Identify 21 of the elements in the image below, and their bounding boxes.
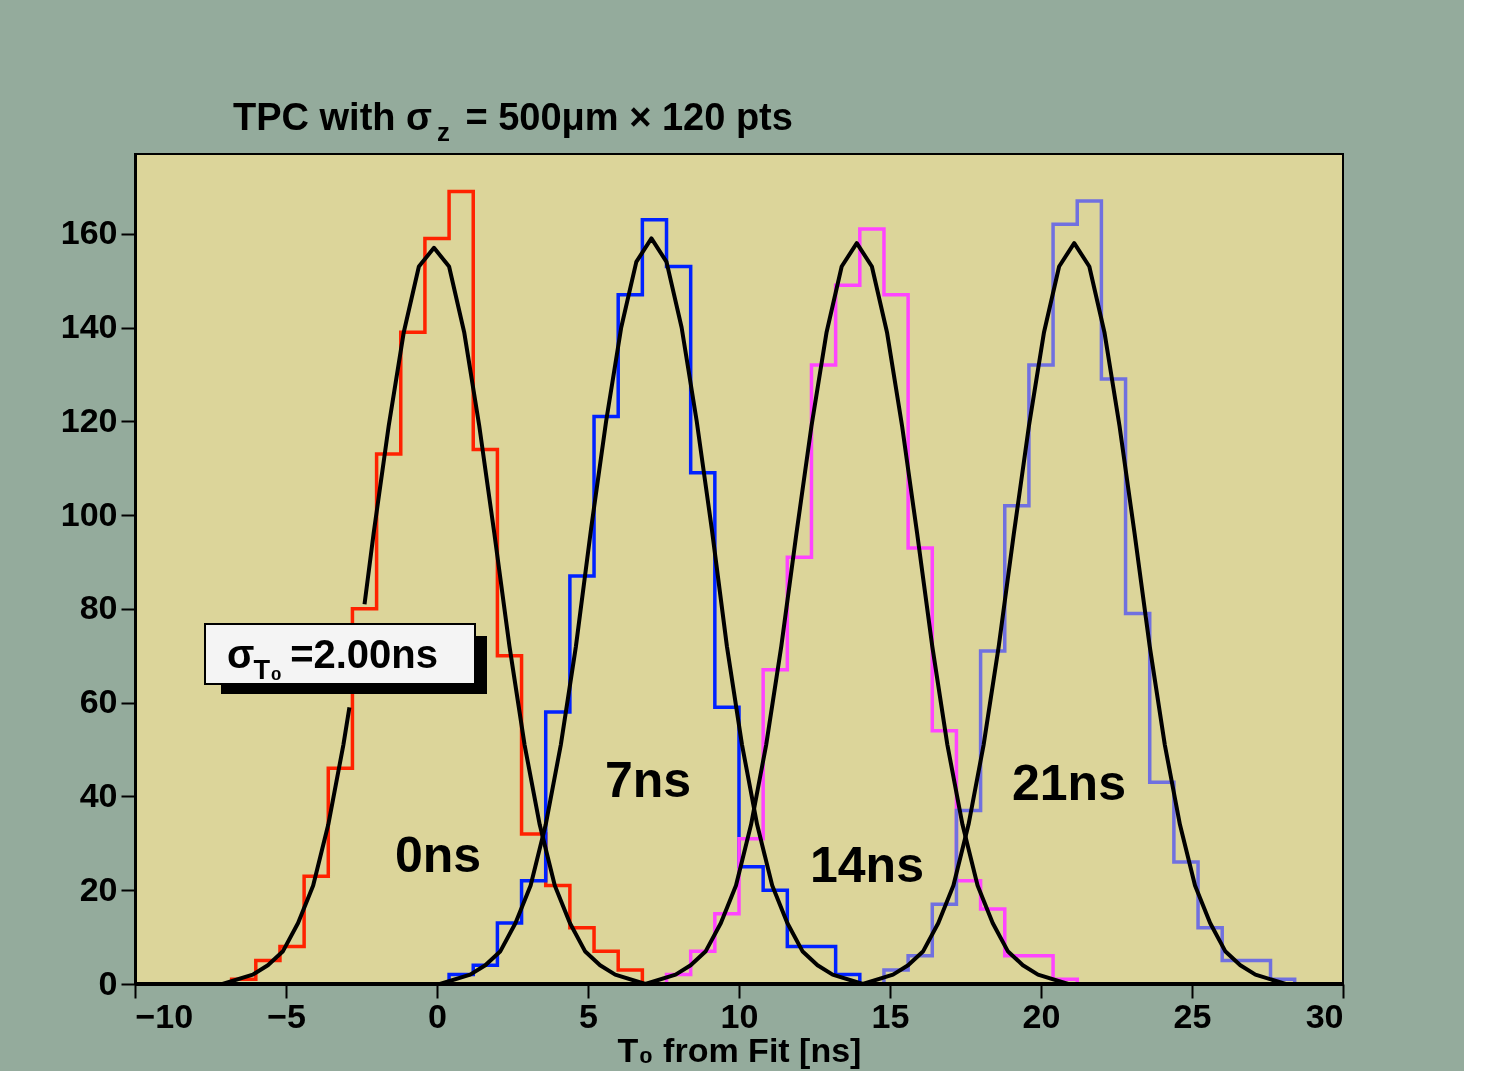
x-tick-label: −10 [135,996,194,1035]
x-tick-label: 5 [579,996,598,1035]
y-tick-label: 20 [79,869,118,908]
y-tick-label: 160 [60,213,118,252]
y-tick-label: 40 [79,775,118,814]
x-tick-label: 15 [871,996,910,1035]
x-tick-label: 25 [1173,996,1212,1035]
annotation: 7ns [605,752,692,808]
x-tick-label: −5 [267,996,306,1035]
y-tick-label: 120 [60,400,118,439]
annotation: 21ns [1012,755,1126,811]
annotation: 14ns [810,837,924,893]
y-tick-label: 60 [79,682,118,721]
y-tick-label: 80 [79,588,118,627]
x-tick-label: 30 [1305,996,1344,1035]
y-tick-label: 140 [60,307,118,345]
x-tick-label: 0 [428,996,447,1035]
y-tick-label: 0 [98,963,118,1002]
y-tick-label: 100 [60,494,118,533]
annotation: 0ns [395,827,482,883]
x-tick-label: 20 [1022,996,1061,1035]
